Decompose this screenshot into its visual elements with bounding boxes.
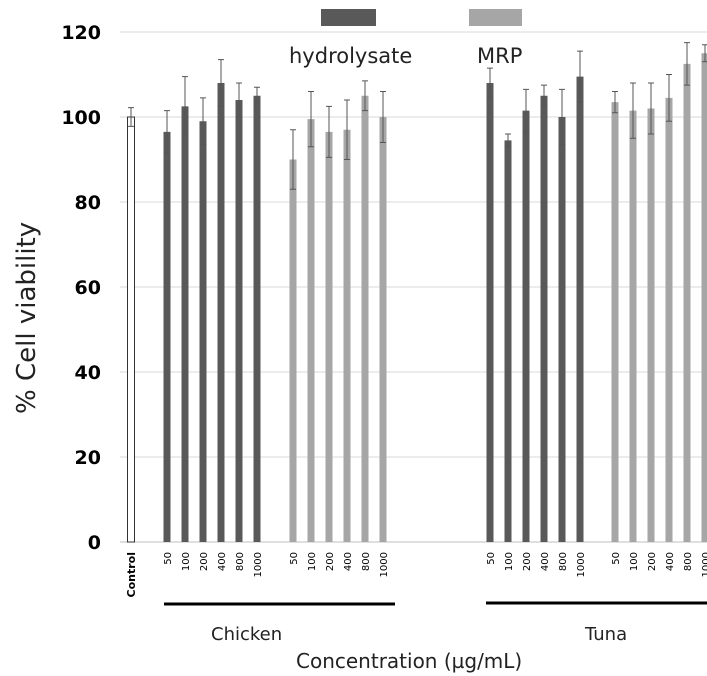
bar-hydrolysate — [576, 76, 584, 542]
y-tick-label: 20 — [75, 447, 101, 469]
legend-swatches — [321, 9, 522, 26]
x-tick-label: 200 — [522, 552, 533, 571]
y-axis-title: % Cell viability — [12, 221, 42, 414]
x-tick-label: 800 — [361, 552, 372, 571]
x-tick-label: 200 — [325, 552, 336, 571]
x-tick-label: 400 — [217, 552, 228, 571]
bars — [127, 42, 707, 543]
bar-hydrolysate — [504, 140, 512, 542]
bar-mrp — [683, 63, 691, 542]
legend-swatch-hydrolysate — [321, 9, 376, 26]
y-tick-label: 100 — [61, 107, 101, 129]
x-tick-label: 50 — [289, 552, 300, 565]
y-axis-tick-labels: 0 20 40 60 80 100 120 — [61, 22, 101, 554]
y-tick-label: 0 — [88, 532, 101, 554]
x-axis-tick-labels: Control 50 100 200 400 800 1000 50 100 200 400 800 1… — [125, 552, 707, 597]
y-tick-label: 40 — [75, 362, 101, 384]
x-tick-label: 800 — [683, 552, 694, 571]
bar-hydrolysate — [181, 106, 189, 542]
group-label-chicken: Chicken — [211, 624, 283, 645]
x-tick-label: 800 — [235, 552, 246, 571]
bar-mrp — [647, 108, 655, 542]
bar-control — [127, 116, 135, 543]
group-underlines — [164, 601, 707, 606]
bar-hydrolysate — [558, 117, 566, 542]
bar-mrp — [665, 97, 673, 542]
bar-mrp — [629, 110, 637, 542]
bar-mrp — [307, 119, 315, 542]
x-tick-label: 1000 — [576, 552, 587, 577]
group-label-tuna: Tuna — [585, 624, 628, 645]
x-tick-label: 100 — [629, 552, 640, 571]
x-tick-label: 400 — [540, 552, 551, 571]
bar-mrp — [289, 159, 297, 542]
bar-hydrolysate — [540, 95, 548, 542]
x-tick-label: 50 — [486, 552, 497, 565]
x-tick-label: 50 — [163, 552, 174, 565]
bar-hydrolysate — [163, 131, 171, 542]
x-tick-label: 400 — [665, 552, 676, 571]
y-tick-label: 80 — [75, 192, 101, 214]
y-tick-label: 60 — [75, 277, 101, 299]
legend-label-hydrolysate: hydrolysate — [289, 44, 413, 68]
x-tick-label: 800 — [558, 552, 569, 571]
bar-hydrolysate — [235, 100, 243, 542]
bar-hydrolysate — [522, 110, 530, 542]
legend-swatch-mrp — [469, 9, 522, 26]
bar-hydrolysate — [486, 83, 494, 542]
bar-mrp — [325, 131, 333, 542]
x-tick-label: 1000 — [253, 552, 264, 577]
gridlines — [120, 31, 707, 543]
x-tick-label: 200 — [647, 552, 658, 571]
bar-hydrolysate — [253, 95, 261, 542]
x-tick-label: 100 — [181, 552, 192, 571]
bar-mrp — [379, 117, 387, 542]
x-tick-label: Control — [125, 552, 138, 597]
bar-mrp — [611, 102, 619, 542]
bar-hydrolysate — [217, 83, 225, 542]
bar-hydrolysate — [199, 121, 207, 542]
bar-mrp — [343, 129, 351, 542]
x-tick-label: 400 — [343, 552, 354, 571]
x-tick-label: 1000 — [701, 552, 707, 577]
x-tick-label: 200 — [199, 552, 210, 571]
legend-label-mrp: MRP — [477, 44, 523, 68]
x-tick-label: 1000 — [379, 552, 390, 577]
x-tick-label: 50 — [611, 552, 622, 565]
x-tick-label: 100 — [307, 552, 318, 571]
x-tick-label: 100 — [504, 552, 515, 571]
x-axis-title: Concentration (µg/mL) — [296, 649, 523, 673]
bar-mrp — [701, 53, 707, 542]
y-tick-label: 120 — [61, 22, 101, 44]
bar-mrp — [361, 95, 369, 542]
